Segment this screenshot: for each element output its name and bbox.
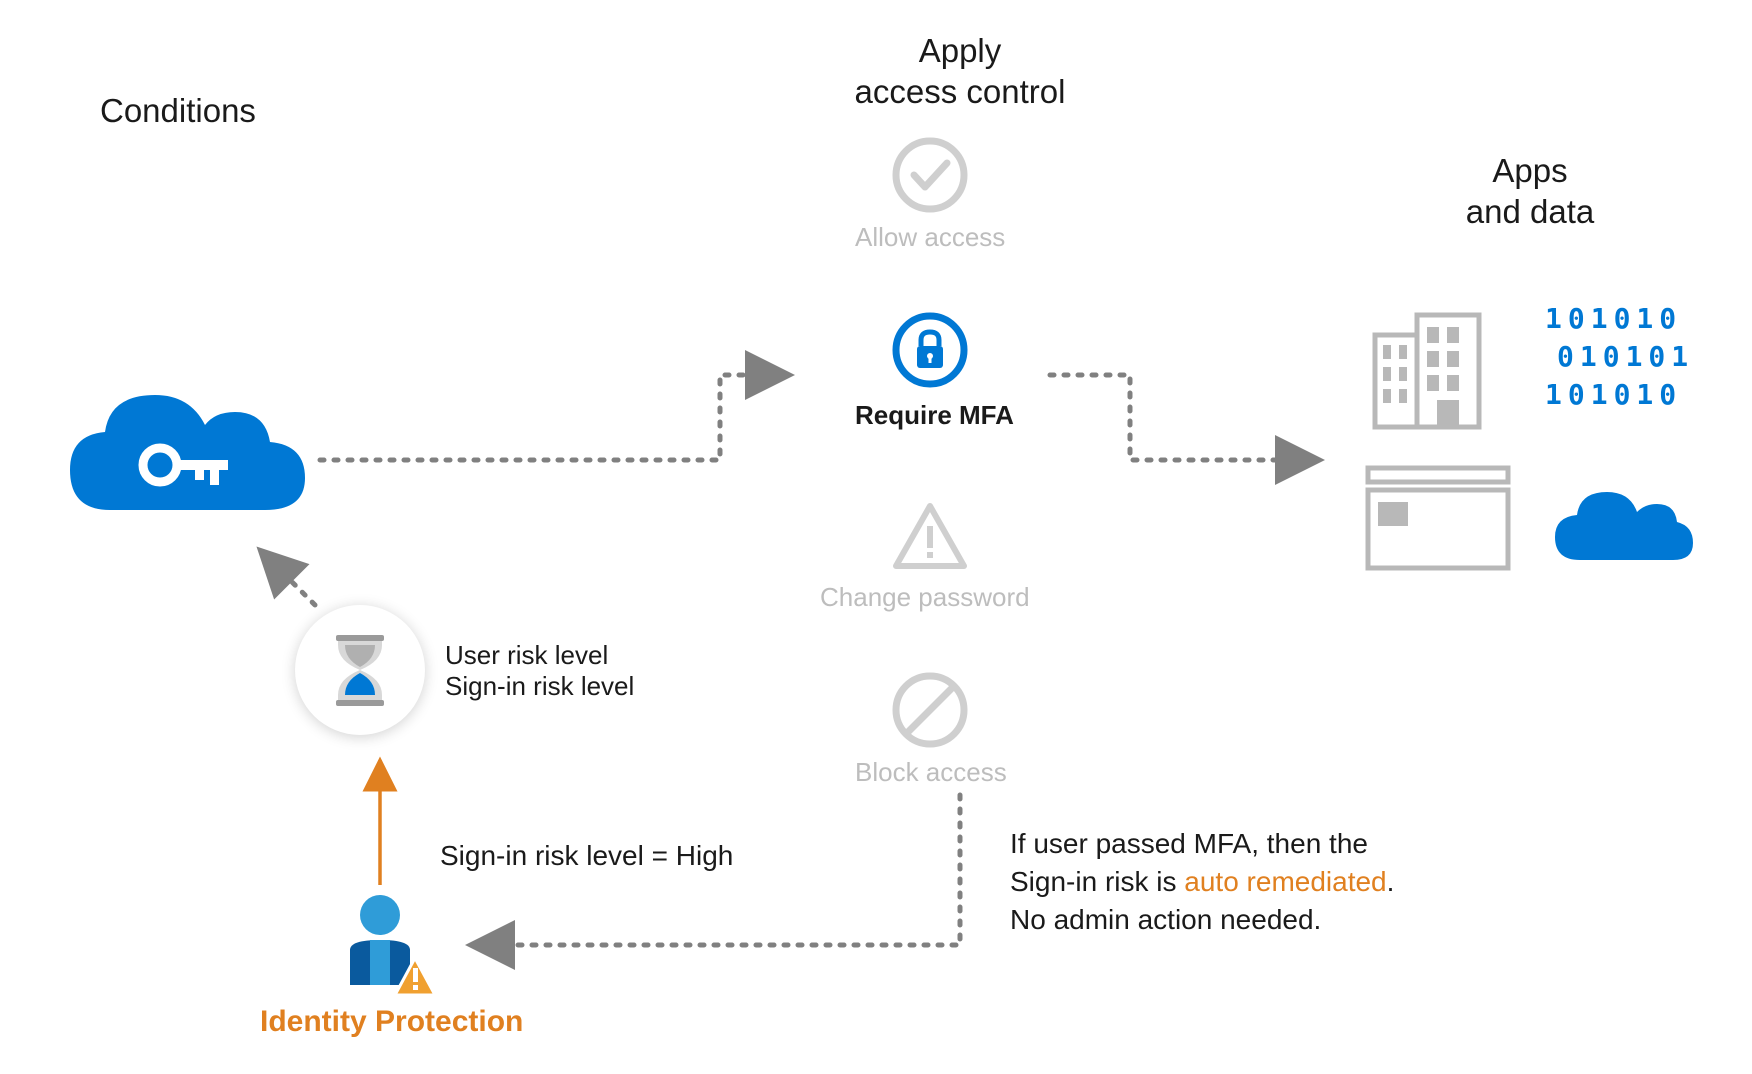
arrows-layer: [0, 0, 1752, 1074]
